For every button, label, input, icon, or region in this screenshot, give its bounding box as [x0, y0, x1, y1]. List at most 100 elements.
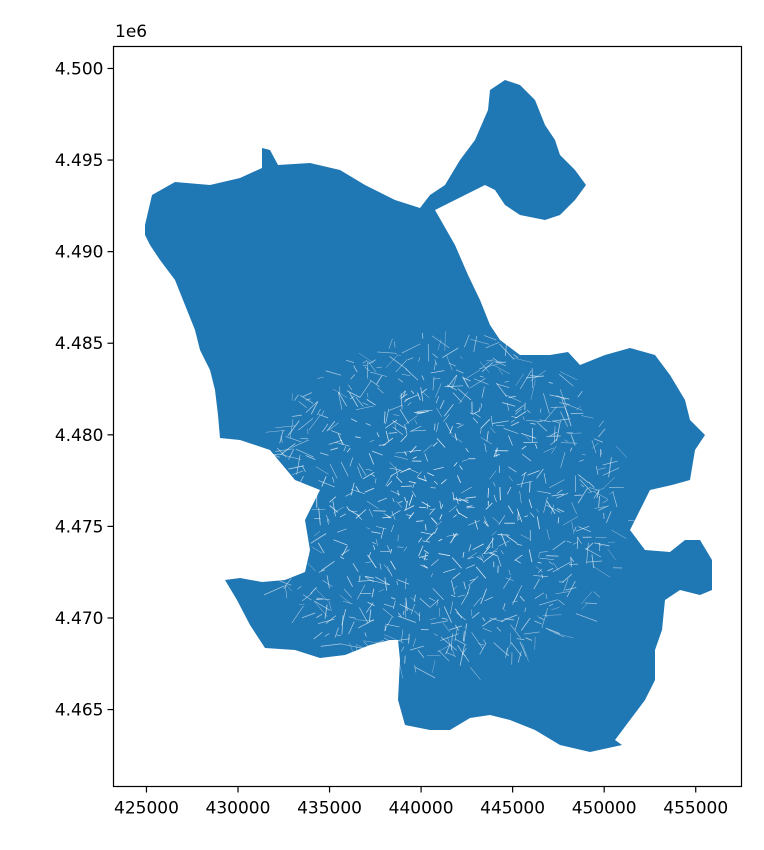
- street-segment: [434, 527, 438, 534]
- street-segment: [429, 617, 437, 621]
- street-segment: [404, 655, 406, 664]
- street-segment: [299, 522, 304, 528]
- street-segment: [498, 515, 506, 526]
- street-segment: [358, 352, 375, 364]
- street-segment: [589, 487, 598, 491]
- street-segment: [372, 450, 383, 456]
- y-tick-label: 4.500: [55, 59, 104, 79]
- street-segment: [261, 536, 274, 555]
- street-segment: [479, 555, 484, 562]
- street-segment: [538, 568, 543, 573]
- street-segment: [498, 369, 504, 375]
- street-segment: [321, 410, 325, 416]
- street-segment: [513, 354, 519, 359]
- street-segment: [431, 335, 450, 349]
- street-segment: [378, 444, 386, 446]
- street-segment: [288, 498, 307, 508]
- street-segment: [346, 576, 353, 587]
- street-segment: [593, 566, 611, 578]
- street-segment: [250, 490, 262, 508]
- street-segment: [328, 422, 339, 431]
- street-segment: [383, 603, 394, 608]
- street-segment: [560, 452, 566, 468]
- street-segment: [557, 517, 560, 524]
- street-segment: [356, 584, 366, 600]
- street-segment: [522, 416, 525, 421]
- street-segment: [408, 512, 415, 519]
- street-segment: [405, 415, 418, 425]
- street-segment: [561, 398, 569, 417]
- madrid-outline: [145, 80, 712, 752]
- street-segment: [404, 602, 406, 618]
- street-segment: [453, 497, 462, 502]
- street-segment: [384, 577, 387, 591]
- street-segment: [326, 518, 329, 525]
- street-segment: [558, 373, 574, 387]
- street-segment: [376, 657, 382, 663]
- street-segment: [403, 397, 410, 403]
- street-segment: [423, 475, 426, 480]
- street-segment: [408, 449, 422, 453]
- street-segment: [602, 477, 615, 489]
- street-segment: [311, 546, 323, 554]
- street-segment: [430, 620, 449, 625]
- street-segment: [510, 419, 516, 423]
- street-segment: [443, 568, 456, 573]
- street-segment: [450, 594, 456, 598]
- street-segment: [539, 599, 558, 606]
- street-segment: [316, 597, 331, 601]
- street-segment: [280, 436, 283, 443]
- street-segment: [602, 499, 609, 504]
- street-segment: [507, 505, 514, 514]
- street-segment: [546, 529, 550, 540]
- street-segment: [508, 569, 511, 576]
- street-segment: [389, 467, 402, 471]
- street-segment: [404, 424, 408, 435]
- street-segment: [433, 480, 438, 485]
- street-segment: [321, 423, 329, 433]
- street-segment: [350, 488, 366, 495]
- street-segment: [551, 418, 571, 422]
- street-segment: [257, 461, 268, 465]
- street-segment: [556, 492, 569, 499]
- street-segment: [539, 408, 542, 413]
- street-segment: [369, 439, 375, 443]
- street-segment: [577, 474, 589, 484]
- street-segment: [350, 418, 358, 423]
- street-segment: [423, 564, 429, 569]
- street-segment: [425, 531, 435, 542]
- street-segment: [345, 492, 354, 497]
- street-segment: [265, 430, 286, 433]
- street-segment: [498, 540, 510, 547]
- street-segment: [390, 597, 396, 600]
- street-segment: [492, 357, 499, 363]
- street-segment: [317, 542, 325, 554]
- street-segment: [350, 374, 356, 380]
- street-segment: [586, 560, 603, 563]
- street-segment: [259, 453, 280, 457]
- street-segment: [359, 380, 372, 398]
- street-segment: [457, 645, 470, 662]
- street-segment: [471, 612, 480, 619]
- street-segment: [494, 453, 500, 457]
- street-segment: [566, 540, 572, 543]
- y-tick-label: 4.470: [55, 609, 104, 629]
- street-segment: [254, 461, 263, 479]
- street-segment: [407, 357, 414, 361]
- street-segment: [435, 396, 440, 404]
- street-segment: [355, 405, 374, 411]
- street-segment: [422, 391, 430, 399]
- street-segment: [375, 539, 378, 546]
- street-segment: [268, 454, 278, 464]
- street-segment: [556, 420, 561, 442]
- street-segment: [320, 560, 335, 571]
- street-segment: [396, 354, 401, 356]
- street-segment: [524, 515, 529, 518]
- street-segment: [514, 616, 520, 630]
- street-segment: [530, 375, 538, 377]
- street-segment: [442, 347, 459, 358]
- street-segment: [284, 584, 288, 599]
- street-segment: [428, 597, 435, 601]
- street-segment: [526, 375, 544, 379]
- street-segment: [543, 447, 554, 453]
